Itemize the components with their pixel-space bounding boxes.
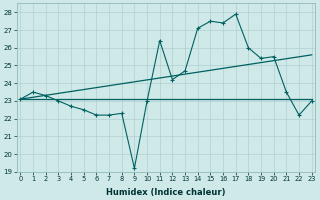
X-axis label: Humidex (Indice chaleur): Humidex (Indice chaleur) — [106, 188, 226, 197]
